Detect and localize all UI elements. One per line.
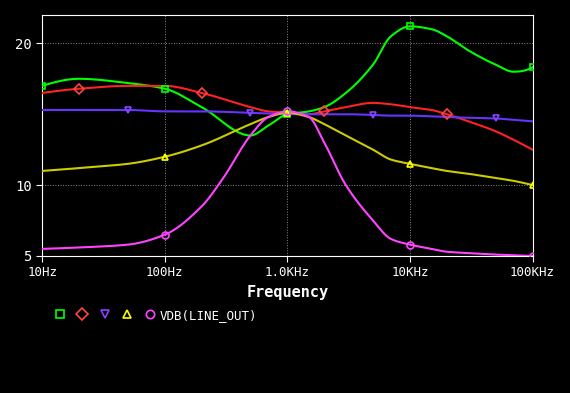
Legend: , , , , VDB(LINE_OUT): , , , , VDB(LINE_OUT) (48, 304, 262, 327)
X-axis label: Frequency: Frequency (246, 285, 328, 300)
